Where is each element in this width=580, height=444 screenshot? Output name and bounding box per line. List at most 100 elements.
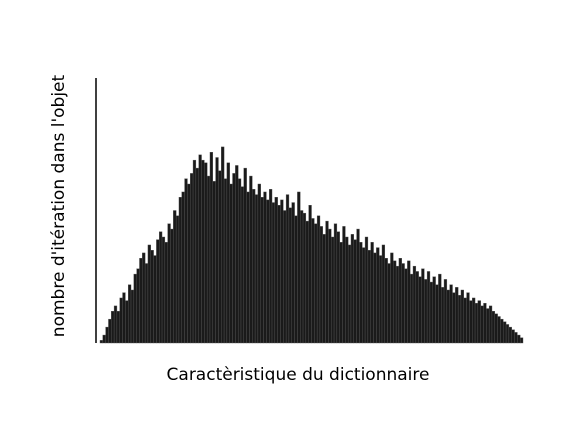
histogram-bar bbox=[395, 265, 400, 344]
histogram-bar bbox=[452, 292, 456, 344]
histogram-bar bbox=[288, 207, 292, 344]
histogram-bar bbox=[517, 334, 521, 344]
histogram-bar bbox=[274, 197, 278, 344]
histogram-bar bbox=[221, 146, 225, 344]
histogram-bar bbox=[331, 236, 335, 344]
histogram-bar bbox=[435, 284, 439, 344]
histogram-bar bbox=[491, 311, 496, 344]
histogram-bar bbox=[147, 244, 151, 344]
histogram-bar bbox=[480, 305, 484, 344]
histogram-bar bbox=[237, 178, 242, 344]
histogram-bar bbox=[201, 159, 205, 344]
histogram-bar bbox=[111, 311, 115, 344]
histogram-bar bbox=[519, 337, 524, 344]
histogram-bar bbox=[353, 239, 357, 344]
histogram-bar bbox=[266, 199, 270, 344]
histogram-bar bbox=[204, 162, 208, 344]
histogram-bar bbox=[119, 297, 123, 344]
histogram-bar bbox=[173, 210, 177, 344]
histogram-bar bbox=[497, 316, 501, 344]
histogram-bar bbox=[508, 326, 512, 344]
histogram-bar bbox=[302, 212, 307, 344]
histogram-bar bbox=[398, 258, 402, 344]
histogram-bar bbox=[424, 279, 428, 344]
histogram-bar bbox=[455, 287, 459, 344]
histogram-bar bbox=[291, 202, 295, 344]
histogram-bar bbox=[390, 252, 394, 344]
histogram-bar bbox=[362, 247, 366, 344]
histogram-bar bbox=[418, 276, 422, 344]
histogram-bar bbox=[441, 287, 445, 344]
histogram-bar bbox=[144, 263, 149, 344]
histogram-bar bbox=[218, 170, 222, 344]
histogram-bar bbox=[181, 191, 185, 344]
histogram-bar bbox=[243, 167, 247, 344]
histogram-bar bbox=[283, 210, 287, 344]
histogram-bar bbox=[240, 186, 245, 344]
histogram-bar bbox=[263, 191, 267, 344]
histogram-bar bbox=[229, 183, 233, 344]
histogram-bar bbox=[350, 234, 355, 344]
histogram-bar bbox=[164, 242, 168, 344]
histogram-bar bbox=[178, 197, 182, 344]
histogram-bar bbox=[305, 220, 309, 344]
histogram-bar bbox=[446, 289, 450, 344]
histogram-bar bbox=[393, 260, 397, 344]
histogram-bar bbox=[333, 223, 338, 344]
histogram-bar bbox=[257, 183, 261, 344]
histogram-bar bbox=[159, 231, 163, 344]
histogram-bar bbox=[99, 340, 104, 344]
histogram-bar bbox=[486, 308, 490, 344]
histogram-bar bbox=[387, 263, 391, 344]
histogram-bar bbox=[421, 268, 425, 344]
histogram-bar bbox=[260, 197, 264, 344]
histogram-bar bbox=[432, 276, 436, 344]
histogram-bar bbox=[407, 260, 411, 344]
histogram-bar bbox=[381, 244, 386, 344]
histogram-bar bbox=[511, 329, 515, 344]
histogram-bar bbox=[438, 273, 442, 344]
histogram-bar bbox=[345, 236, 349, 344]
histogram-bar bbox=[429, 281, 433, 344]
histogram-bar bbox=[170, 228, 174, 344]
histogram-bar bbox=[252, 189, 256, 344]
histogram-bar bbox=[378, 255, 383, 344]
histogram-bar bbox=[466, 292, 470, 344]
histogram-bar bbox=[376, 247, 380, 344]
histogram-bar bbox=[285, 194, 290, 344]
histogram-bar bbox=[249, 175, 253, 344]
histogram-bar bbox=[308, 204, 312, 344]
histogram-bar bbox=[410, 273, 414, 344]
histogram-bar bbox=[443, 279, 448, 344]
histogram-bar bbox=[336, 231, 340, 344]
histogram-bar bbox=[367, 250, 371, 344]
histogram-bar bbox=[125, 300, 129, 344]
histogram-bar bbox=[127, 284, 132, 344]
histogram-bar bbox=[235, 165, 239, 344]
histogram-bar bbox=[139, 258, 143, 344]
histogram-bar bbox=[297, 191, 301, 344]
histogram-bar bbox=[133, 273, 137, 344]
histogram-bar bbox=[223, 178, 228, 344]
histogram-bar bbox=[474, 303, 479, 344]
histogram-bar bbox=[167, 223, 171, 344]
histogram-bar bbox=[150, 250, 154, 344]
histogram-bar bbox=[187, 183, 191, 344]
histogram-bar bbox=[175, 215, 180, 344]
histogram-bar bbox=[503, 321, 507, 344]
histogram-bar bbox=[116, 311, 120, 344]
histogram-bar bbox=[192, 159, 197, 344]
histogram-bar bbox=[494, 313, 498, 344]
histogram-bar bbox=[319, 226, 323, 344]
histogram-bar bbox=[294, 215, 298, 344]
histogram-bar bbox=[401, 263, 405, 344]
histogram-bar bbox=[108, 318, 112, 344]
histogram-bar bbox=[339, 242, 343, 344]
histogram-bar bbox=[472, 297, 476, 344]
histogram-bar bbox=[215, 157, 219, 344]
histogram-bar bbox=[198, 154, 202, 344]
histogram-bar bbox=[488, 305, 493, 344]
histogram-bar bbox=[122, 292, 126, 344]
histogram-bar bbox=[269, 189, 273, 344]
histogram-bar bbox=[184, 178, 188, 344]
